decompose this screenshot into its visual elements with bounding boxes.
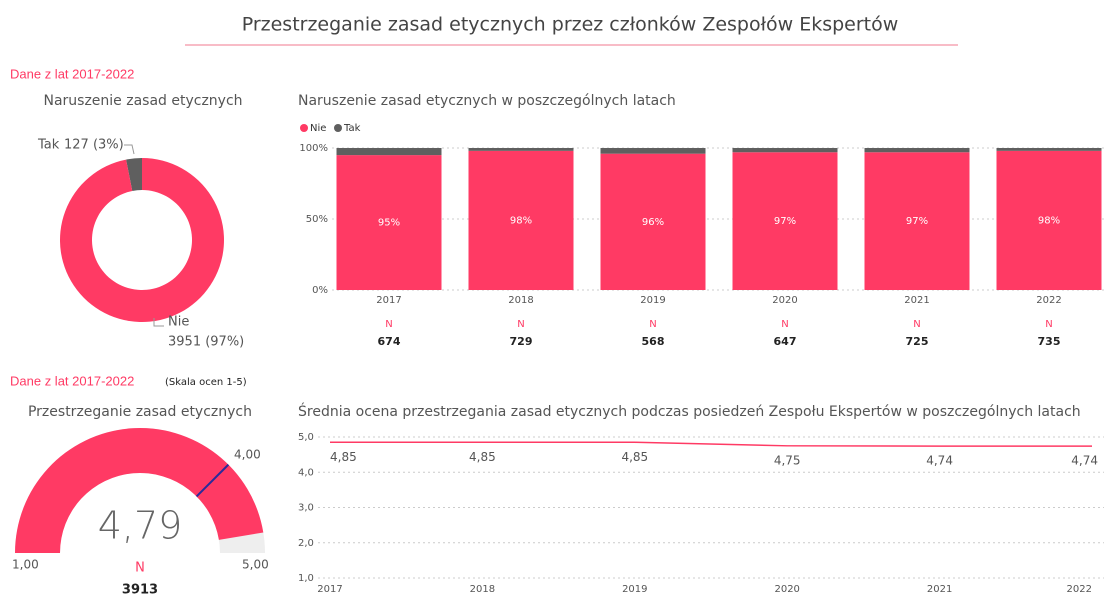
donut-slice [59, 158, 224, 322]
page-title: Przestrzeganie zasad etycznych przez czł… [242, 14, 899, 36]
y-tick-label: 1,0 [298, 573, 314, 584]
data-label: 4,85 [621, 450, 648, 464]
x-tick-label: 2022 [1036, 295, 1061, 306]
n-value: 568 [642, 335, 665, 348]
n-label: N [385, 319, 392, 330]
bar-segment [864, 148, 970, 153]
n-label: N [135, 561, 145, 576]
y-tick-label: 3,0 [298, 503, 314, 514]
gauge-value-label: 4,79 [98, 504, 183, 548]
y-tick-label: 4,0 [298, 467, 314, 478]
data-label: 4,74 [1071, 454, 1098, 468]
data-label: 97% [774, 216, 796, 227]
bar-segment [732, 152, 838, 290]
data-label: 4,85 [330, 450, 357, 464]
legend-marker [300, 124, 308, 132]
section-label: Dane z lat 2017-2022 [10, 373, 134, 388]
section-label: Dane z lat 2017-2022 [10, 66, 134, 81]
leader-line [124, 144, 135, 155]
x-tick-label: 2018 [508, 295, 533, 306]
x-tick-label: 2021 [904, 295, 929, 306]
y-tick-label: 5,0 [298, 432, 314, 443]
n-value: 725 [906, 335, 929, 348]
leader-line [153, 318, 164, 327]
target-label: 4,00 [234, 447, 261, 461]
x-tick-label: 2019 [622, 584, 647, 595]
data-label: 4,74 [926, 454, 953, 468]
chart-title: Naruszenie zasad etycznych w poszczególn… [298, 93, 676, 109]
bar-segment [864, 152, 970, 290]
bar-segment [996, 148, 1102, 151]
bar-segment [336, 155, 442, 290]
legend-marker [334, 124, 342, 132]
n-label: N [649, 319, 656, 330]
data-label: 4,85 [469, 450, 496, 464]
x-tick-label: 2019 [640, 295, 665, 306]
y-tick-label: 100% [299, 143, 328, 154]
n-value: 647 [774, 335, 797, 348]
data-label: 98% [1038, 215, 1060, 226]
gauge-target [195, 463, 230, 498]
bar-segment [468, 148, 574, 151]
chart-title: Średnia ocena przestrzegania zasad etycz… [298, 402, 1081, 420]
n-label: N [1045, 319, 1052, 330]
n-value: 729 [510, 335, 533, 348]
x-tick-label: 2017 [376, 295, 401, 306]
x-tick-label: 2021 [927, 584, 952, 595]
data-label: 95% [378, 218, 400, 229]
chart-title: Przestrzeganie zasad etycznych [28, 404, 252, 420]
legend-label: Tak [343, 123, 361, 134]
y-tick-label: 0% [312, 285, 328, 296]
data-label: 97% [906, 216, 928, 227]
n-label: N [781, 319, 788, 330]
y-tick-label: 50% [306, 214, 328, 225]
slice-category: Tak [37, 138, 60, 153]
gauge-max-label: 5,00 [242, 558, 269, 572]
n-value: 674 [378, 335, 401, 348]
donut-slice [126, 158, 142, 191]
data-label: 96% [642, 217, 664, 228]
bar-segment [996, 150, 1102, 290]
chart-title: Naruszenie zasad etycznych [43, 93, 242, 109]
gauge-min-label: 1,00 [12, 558, 39, 572]
n-value: 735 [1038, 335, 1061, 348]
n-label: N [913, 319, 920, 330]
bar-segment [336, 148, 442, 156]
slice-category: Nie [168, 315, 189, 330]
y-tick-label: 2,0 [298, 538, 314, 549]
bar-segment [732, 148, 838, 153]
slice-label: 127 (3%) [64, 138, 124, 153]
bar-segment [600, 153, 706, 290]
n-value: 3913 [122, 583, 158, 597]
x-tick-label: 2022 [1067, 584, 1092, 595]
bar-segment [600, 148, 706, 154]
x-tick-label: 2020 [772, 295, 797, 306]
bar-segment [468, 150, 574, 290]
gauge-value [15, 427, 264, 553]
slice-label: 3951 (97%) [168, 335, 244, 350]
legend-label: Nie [310, 123, 326, 134]
section-note: (Skala ocen 1-5) [165, 377, 247, 388]
n-label: N [517, 319, 524, 330]
data-label: 4,75 [774, 453, 801, 467]
x-tick-label: 2017 [317, 584, 342, 595]
line [330, 441, 1092, 447]
x-tick-label: 2020 [774, 584, 799, 595]
data-label: 98% [510, 215, 532, 226]
x-tick-label: 2018 [470, 584, 495, 595]
